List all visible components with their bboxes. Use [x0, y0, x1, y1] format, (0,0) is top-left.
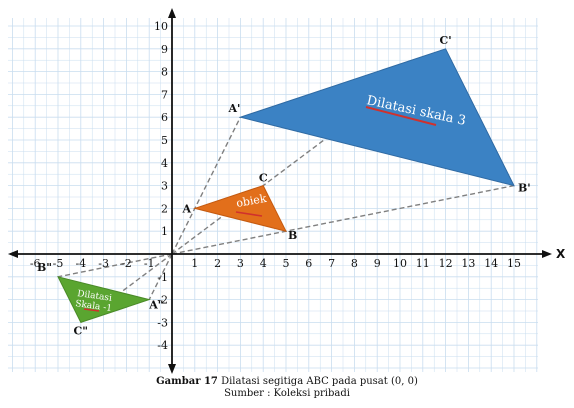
dashed-ray [171, 184, 515, 255]
x-tick-label: 5 [283, 257, 290, 270]
y-tick-label: -1 [157, 271, 168, 284]
vertex-label: C [259, 172, 268, 185]
x-tick-label: 14 [484, 257, 498, 270]
x-tick-label: 11 [416, 257, 430, 270]
caption-source: Sumber : Koleksi pribadi [224, 388, 350, 399]
x-tick-label: -2 [121, 257, 132, 270]
x-tick-label: -6 [30, 257, 41, 270]
x-tick-label: 6 [305, 257, 312, 270]
y-tick-label: 2 [161, 202, 168, 215]
underline-object [235, 211, 263, 217]
y-tick-label: 9 [161, 43, 168, 56]
x-tick-label: 12 [439, 257, 453, 270]
vertex-label: B [288, 229, 297, 242]
y-tick-label: -3 [157, 316, 168, 329]
y-tick-label: 10 [154, 20, 168, 33]
vertex-label: B" [37, 261, 52, 274]
vertex-labels: A' B' C' A B C B" A" C" [37, 34, 531, 338]
y-tick-label: 8 [161, 66, 168, 79]
x-tick-label: 4 [260, 257, 267, 270]
vertex-label: C" [74, 324, 89, 337]
x-tick-label: -1 [144, 257, 155, 270]
x-tick-label: -4 [75, 257, 86, 270]
y-axis-arrow-down [168, 364, 176, 374]
x-tick-label: -5 [53, 257, 64, 270]
tick-labels: -6 -5 -4 -3 -2 -1 1 2 3 4 5 6 7 8 9 10 11 12 13 14 15-4-3-2-… [30, 20, 566, 352]
label-object: obiek [235, 192, 267, 210]
triangle-dilation-neg1 [57, 276, 151, 324]
x-axis-arrow-left [8, 250, 18, 258]
underline-dilation-neg1 [83, 308, 100, 312]
x-tick-label: 9 [374, 257, 381, 270]
dashed-ray [171, 116, 242, 255]
x-axis-arrow [542, 250, 552, 258]
y-tick-label: 5 [161, 134, 168, 147]
caption-text: Dilatasi segitiga ABC pada pusat (0, 0) [217, 376, 418, 387]
caption-number: Gambar 17 [156, 376, 218, 387]
x-tick-label: 2 [214, 257, 221, 270]
x-tick-label: 13 [461, 257, 475, 270]
dashed-ray [148, 253, 173, 300]
y-tick-label: 1 [161, 225, 168, 238]
axes [8, 8, 552, 374]
triangle-dilation-3 [238, 48, 515, 187]
y-axis-arrow [168, 8, 176, 18]
grid [8, 18, 538, 372]
vertex-label: A" [148, 299, 163, 312]
x-tick-label: 8 [351, 257, 358, 270]
x-tick-label: 7 [328, 257, 335, 270]
y-tick-label: 7 [161, 88, 168, 101]
x-axis-name: X [556, 247, 566, 261]
y-tick-label: -4 [157, 339, 168, 352]
label-dilation-neg1-line1: Dilatasi [77, 289, 113, 304]
y-tick-label: 3 [161, 180, 168, 193]
underline-dilation-3 [365, 106, 437, 126]
x-tick-label: -3 [98, 257, 109, 270]
dilation-rays [57, 48, 515, 323]
dashed-ray [57, 253, 173, 278]
x-tick-label: 1 [191, 257, 198, 270]
vertex-label: C' [440, 34, 452, 47]
vertex-label: A' [227, 102, 240, 115]
x-tick-label: 10 [393, 257, 407, 270]
x-tick-label: 3 [237, 257, 244, 270]
triangle-object [193, 184, 287, 232]
vertex-label: B' [518, 182, 531, 195]
y-tick-label: -2 [157, 294, 168, 307]
dashed-ray [80, 253, 173, 323]
y-tick-label: 4 [161, 157, 168, 170]
vertex-label: A [182, 202, 192, 215]
x-tick-label: 15 [507, 257, 521, 270]
figure-caption: Gambar 17 Dilatasi segitiga ABC pada pus… [0, 376, 574, 388]
y-tick-label: 6 [161, 111, 168, 124]
